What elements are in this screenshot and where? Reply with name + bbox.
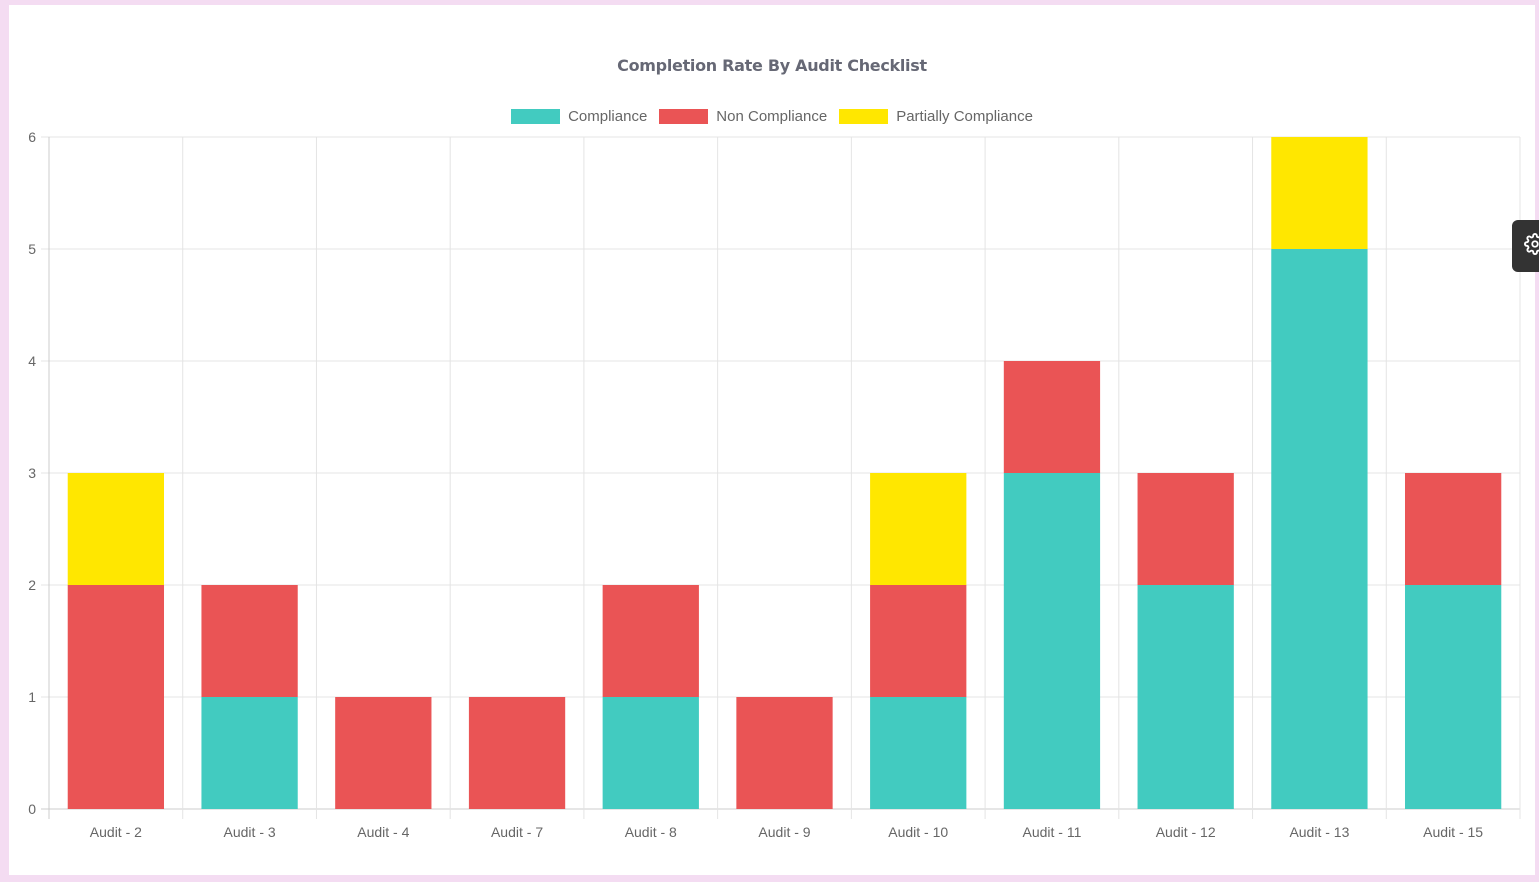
bar-non-compliance	[1137, 473, 1234, 585]
bar-non-compliance	[468, 697, 566, 809]
bar-non-compliance	[67, 585, 165, 809]
bar-partially-compliance	[67, 473, 165, 585]
x-tick-label: Audit - 10	[888, 824, 948, 840]
x-tick-label: Audit - 8	[625, 824, 677, 840]
chart-legend: Compliance Non Compliance Partially Comp…	[0, 108, 1539, 125]
x-tick-label: Audit - 13	[1289, 824, 1349, 840]
bar-non-compliance	[736, 697, 833, 809]
legend-label: Non Compliance	[716, 108, 828, 125]
bar-compliance	[201, 697, 298, 809]
x-tick-label: Audit - 4	[357, 824, 409, 840]
y-tick-label: 6	[28, 129, 36, 145]
bar-compliance	[1404, 585, 1502, 809]
settings-button[interactable]	[1512, 220, 1539, 272]
bar-non-compliance	[602, 585, 699, 697]
bar-non-compliance	[870, 585, 967, 697]
legend-label: Compliance	[568, 108, 648, 125]
x-tick-label: Audit - 3	[224, 824, 276, 840]
legend-swatch-partially-compliance	[839, 109, 889, 124]
legend-item-non-compliance[interactable]: Non Compliance	[659, 108, 827, 125]
y-tick-label: 4	[28, 353, 36, 369]
legend-label: Partially Compliance	[896, 108, 1033, 125]
legend-swatch-non-compliance	[659, 109, 709, 124]
bar-partially-compliance	[870, 473, 967, 585]
bar-non-compliance	[335, 697, 432, 809]
y-tick-label: 1	[28, 689, 36, 705]
x-tick-label: Audit - 12	[1156, 824, 1216, 840]
bar-compliance	[870, 697, 967, 809]
x-tick-label: Audit - 7	[491, 824, 543, 840]
x-tick-label: Audit - 2	[90, 824, 142, 840]
gear-icon	[1524, 232, 1539, 260]
y-tick-label: 5	[28, 241, 36, 257]
x-tick-label: Audit - 15	[1423, 824, 1483, 840]
legend-item-compliance[interactable]: Compliance	[511, 108, 647, 125]
bar-non-compliance	[1404, 473, 1502, 585]
legend-item-partially-compliance[interactable]: Partially Compliance	[839, 108, 1033, 125]
x-tick-label: Audit - 9	[758, 824, 810, 840]
chart-title: Completion Rate By Audit Checklist	[617, 56, 927, 75]
bar-compliance	[1137, 585, 1234, 809]
bar-non-compliance	[1003, 361, 1101, 473]
bar-compliance	[602, 697, 699, 809]
x-tick-label: Audit - 11	[1023, 824, 1082, 840]
bar-compliance	[1003, 473, 1101, 809]
y-tick-label: 3	[28, 465, 36, 481]
bar-non-compliance	[201, 585, 298, 697]
legend-swatch-compliance	[511, 109, 561, 124]
y-tick-label: 2	[28, 577, 36, 593]
bar-partially-compliance	[1271, 137, 1368, 249]
bar-compliance	[1271, 249, 1368, 809]
y-tick-label: 0	[28, 801, 36, 817]
